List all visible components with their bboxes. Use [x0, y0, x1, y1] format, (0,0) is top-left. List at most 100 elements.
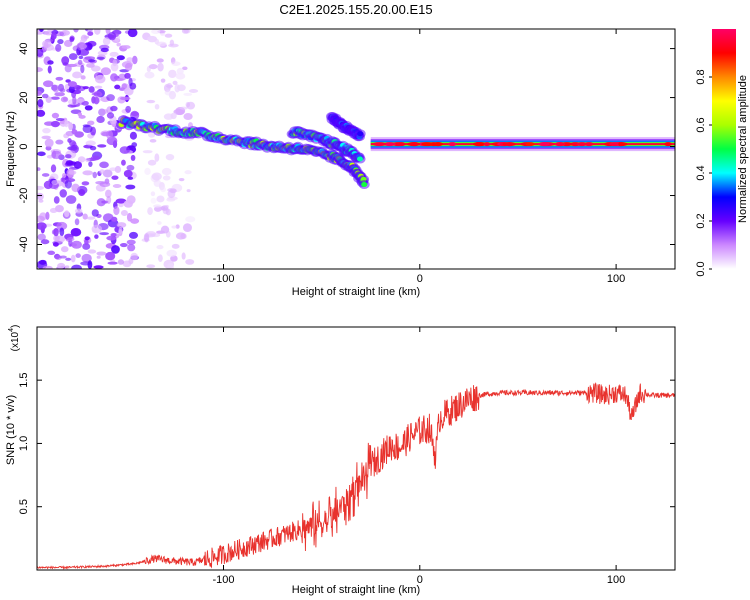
heatmap-cell: [433, 142, 444, 147]
y-tick-label: 0.5: [18, 499, 30, 514]
heatmap-cell: [148, 132, 156, 138]
heatmap-cell: [157, 62, 164, 72]
heatmap-cell: [124, 62, 133, 71]
heatmap-cell: [178, 177, 185, 182]
x-tick-label: 100: [607, 574, 625, 586]
heatmap-cell: [174, 84, 180, 93]
heatmap-cell: [121, 159, 126, 166]
heatmap-cell: [361, 182, 368, 188]
heatmap-cell: [116, 42, 121, 47]
heatmap-cell: [150, 191, 156, 197]
heatmap-cell: [396, 142, 406, 147]
heatmap-cell: [50, 164, 57, 173]
heatmap-cell: [130, 252, 139, 261]
heatmap-cell: [110, 105, 118, 112]
heatmap-cell: [183, 112, 193, 121]
heatmap-region-steady-line: [370, 137, 675, 152]
snr-y-multiplier: (x104): [8, 325, 21, 352]
heatmap-cell: [82, 86, 89, 90]
heatmap-cell: [185, 259, 195, 265]
heatmap-region-track-upper: [286, 125, 366, 164]
colorbar-label: Normalized spectral amplitude: [737, 75, 749, 223]
heatmap-cell: [68, 122, 73, 131]
heatmap-cell: [483, 142, 491, 147]
heatmap-cell: [40, 239, 50, 245]
heatmap-cell: [53, 227, 59, 237]
heatmap-cell: [37, 167, 41, 171]
heatmap-cell: [87, 249, 97, 254]
heatmap-cell: [50, 120, 60, 128]
heatmap-cell: [502, 142, 516, 147]
heatmap-cell: [68, 53, 78, 60]
heatmap-cell: [126, 164, 135, 171]
heatmap-cell: [171, 61, 181, 66]
heatmap-cell: [51, 112, 60, 119]
heatmap-cell: [88, 86, 95, 93]
heatmap-cell: [618, 142, 625, 147]
heatmap-cell: [74, 208, 83, 214]
heatmap-cell: [72, 71, 82, 79]
heatmap-cell: [84, 236, 90, 241]
snr-panel: -100 0 100 0.5 1.0 1.5 Height of straight li…: [5, 325, 676, 596]
heatmap-cell: [73, 161, 82, 169]
spectrogram-y-axis-label: Frequency (Hz): [5, 111, 17, 187]
heatmap-cell: [91, 92, 101, 96]
heatmap-cell: [63, 133, 70, 139]
heatmap-cell: [383, 142, 396, 147]
heatmap-cell: [171, 243, 180, 249]
heatmap-cell: [151, 29, 161, 35]
x-tick-label: -100: [212, 574, 234, 586]
heatmap-cell: [75, 253, 81, 258]
heatmap-cell: [125, 184, 136, 190]
heatmap-cell: [66, 178, 76, 183]
heatmap-cell: [39, 29, 44, 33]
heatmap-cell: [52, 84, 60, 93]
heatmap-cell: [64, 265, 70, 269]
snr-x-axis: -100 0 100: [212, 327, 625, 586]
heatmap-cell: [112, 183, 122, 188]
heatmap-cell: [99, 232, 109, 236]
colorbar-tick-label: 0.8: [695, 69, 707, 84]
snr-series-line: [37, 382, 675, 570]
heatmap-cell: [123, 169, 132, 178]
heatmap-cell: [38, 199, 44, 203]
snr-frame: [36, 326, 676, 571]
heatmap-cell: [102, 169, 113, 178]
heatmap-cell: [584, 142, 594, 147]
heatmap-region-track-branch: [325, 112, 366, 142]
spectrogram-panel: -100 0 100 -40 -20 0 20 40 Height of straight …: [5, 28, 676, 298]
heatmap-cell: [47, 29, 54, 32]
heatmap-cell: [49, 207, 58, 214]
heatmap-cell: [129, 131, 137, 140]
heatmap-cell: [78, 114, 86, 119]
heatmap-cell: [47, 250, 56, 256]
heatmap-cell: [55, 43, 62, 52]
heatmap-cell: [151, 172, 162, 181]
heatmap-cell: [71, 240, 82, 249]
heatmap-cell: [68, 85, 75, 94]
heatmap-cell: [92, 229, 98, 233]
heatmap-cell: [144, 71, 155, 79]
heatmap-cell: [61, 56, 70, 65]
heatmap-cell: [121, 45, 131, 49]
heatmap-cell: [107, 31, 117, 41]
heatmap-cell: [147, 207, 153, 215]
heatmap-cell: [82, 170, 94, 176]
heatmap-cell: [154, 103, 160, 110]
heatmap-cell: [70, 254, 76, 263]
heatmap-cell: [106, 94, 115, 102]
heatmap-cell: [114, 84, 121, 90]
heatmap-cell: [100, 67, 111, 76]
heatmap-cell: [37, 67, 43, 73]
heatmap-cell: [74, 218, 80, 226]
heatmap-region-noise: [37, 29, 140, 269]
heatmap-cell: [107, 261, 118, 265]
heatmap-cell: [52, 242, 59, 247]
heatmap-cell: [160, 78, 166, 83]
heatmap-cell: [44, 138, 54, 148]
heatmap-cell: [166, 197, 176, 202]
heatmap-cell: [186, 101, 196, 110]
heatmap-cell: [54, 92, 65, 97]
heatmap-cell: [157, 254, 163, 263]
heatmap-cell: [61, 173, 67, 179]
